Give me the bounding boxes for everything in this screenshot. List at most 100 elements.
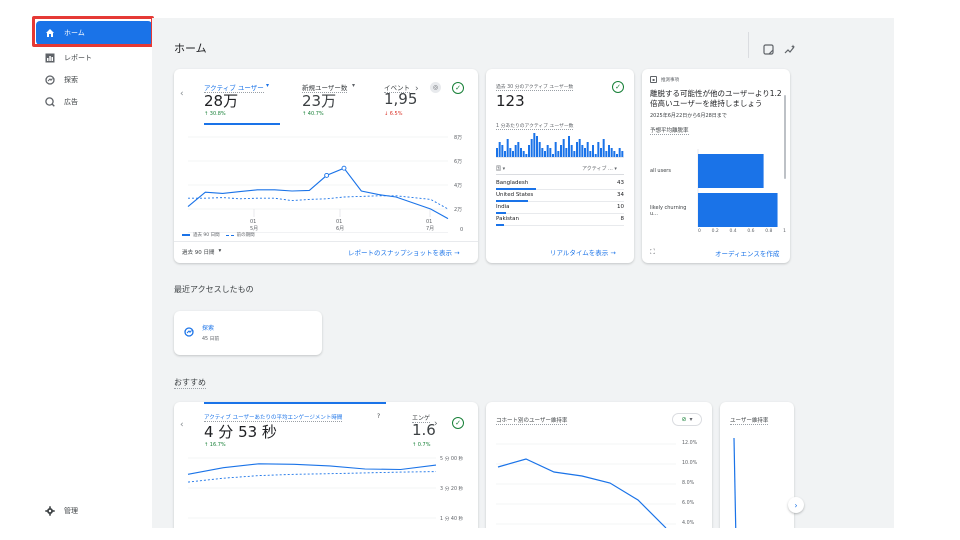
data-point[interactable] bbox=[341, 165, 347, 171]
minute-bar[interactable] bbox=[552, 154, 554, 157]
minute-bar[interactable] bbox=[546, 145, 549, 157]
sidebar-item-label: ホーム bbox=[64, 29, 85, 37]
help-icon[interactable]: ? bbox=[377, 413, 381, 420]
y-tick: 5 分 00 秒 bbox=[440, 457, 464, 462]
chevron-right-icon[interactable]: › bbox=[415, 84, 419, 94]
check-icon[interactable]: ✓ bbox=[452, 82, 464, 94]
overview-card: ‹ アクティブ ユーザー ▾ 28万 ↑ 30.8% 新規ユーザー数 ▾ 23万… bbox=[174, 69, 478, 263]
date-range-dropdown[interactable]: 過去 90 日間 ▾ bbox=[182, 248, 221, 256]
minute-bar[interactable] bbox=[501, 145, 504, 157]
minute-bar[interactable] bbox=[496, 148, 498, 157]
dropdown-arrow-icon: ▾ bbox=[266, 82, 270, 89]
minute-bar[interactable] bbox=[506, 139, 509, 157]
column-header-country[interactable]: 国 ▾ bbox=[496, 166, 506, 172]
minute-bar[interactable] bbox=[608, 145, 610, 157]
sidebar-item-reports[interactable]: レポート bbox=[36, 46, 152, 70]
minute-bar[interactable] bbox=[509, 148, 512, 157]
anomaly-icon[interactable]: ◎ bbox=[430, 82, 441, 93]
minute-bar[interactable] bbox=[525, 154, 528, 157]
minute-bar[interactable] bbox=[512, 151, 514, 157]
minute-bar[interactable] bbox=[549, 148, 552, 157]
minute-bar[interactable] bbox=[586, 142, 589, 157]
minute-bar[interactable] bbox=[541, 148, 544, 157]
minute-bar[interactable] bbox=[554, 142, 557, 157]
minute-bar[interactable] bbox=[522, 151, 525, 157]
minute-bar[interactable] bbox=[581, 145, 584, 157]
carousel-next-button[interactable]: › bbox=[788, 497, 804, 513]
status-dropdown[interactable]: ⊘ ▾ bbox=[672, 413, 702, 426]
minute-bar[interactable] bbox=[498, 142, 501, 157]
minute-bar[interactable] bbox=[578, 139, 581, 157]
minute-bar[interactable] bbox=[533, 133, 536, 157]
chevron-left-icon[interactable]: ‹ bbox=[180, 89, 184, 99]
minute-bar[interactable] bbox=[517, 142, 520, 157]
data-point[interactable] bbox=[324, 172, 330, 178]
x-tick-day: 01 bbox=[426, 219, 433, 225]
minute-bar[interactable] bbox=[560, 145, 562, 157]
chevron-left-icon[interactable]: ‹ bbox=[180, 420, 184, 430]
minute-bar[interactable] bbox=[557, 151, 560, 157]
fullscreen-icon[interactable]: ⛶ bbox=[650, 248, 655, 256]
minute-bar[interactable] bbox=[544, 151, 546, 157]
minute-bar[interactable] bbox=[600, 148, 602, 157]
minute-bar[interactable] bbox=[610, 148, 613, 157]
churn-bar[interactable] bbox=[698, 154, 764, 188]
sidebar-item-advertising[interactable]: 広告 bbox=[36, 90, 152, 114]
churn-bar[interactable] bbox=[698, 193, 778, 227]
check-icon[interactable]: ✓ bbox=[452, 417, 464, 429]
minute-bar[interactable] bbox=[538, 142, 541, 157]
create-audience-link[interactable]: オーディエンスを作成 bbox=[715, 250, 780, 258]
table-row[interactable]: Pakistan 8 bbox=[496, 213, 624, 226]
minute-bar[interactable] bbox=[618, 148, 621, 157]
cohort-series-line bbox=[497, 458, 667, 528]
view-snapshot-link[interactable]: レポートのスナップショットを表示 → bbox=[348, 247, 460, 257]
overview-line-chart bbox=[187, 136, 449, 233]
customize-icon[interactable] bbox=[763, 40, 774, 59]
minute-bar[interactable] bbox=[597, 142, 600, 157]
minute-bar[interactable] bbox=[570, 145, 573, 157]
minute-bar[interactable] bbox=[584, 148, 586, 157]
sidebar-item-explore[interactable]: 探索 bbox=[36, 68, 152, 92]
minute-bar[interactable] bbox=[613, 151, 616, 157]
minute-bar[interactable] bbox=[576, 142, 578, 157]
minute-bar[interactable] bbox=[605, 151, 608, 157]
minute-bar[interactable] bbox=[520, 148, 522, 157]
insights-icon[interactable] bbox=[784, 40, 796, 59]
recent-item-card[interactable]: 探索 45 日前 bbox=[174, 311, 322, 355]
insight-headline: 離脱する可能性が他のユーザーより1.2倍高いユーザーを維持しましょう bbox=[650, 89, 782, 108]
minute-bar[interactable] bbox=[514, 145, 517, 157]
minute-bar[interactable] bbox=[504, 151, 506, 157]
dropdown-arrow-icon: ▾ bbox=[352, 82, 356, 89]
minute-bar[interactable] bbox=[573, 151, 576, 157]
churn-bar-chart bbox=[697, 149, 778, 227]
minute-bar[interactable] bbox=[565, 148, 568, 157]
minute-bar[interactable] bbox=[536, 136, 538, 157]
recommended-section-title: おすすめ bbox=[174, 378, 206, 389]
check-icon[interactable]: ✓ bbox=[612, 81, 624, 93]
row-share-bar bbox=[496, 224, 504, 226]
x-tick: 0 bbox=[698, 229, 701, 234]
minute-bar[interactable] bbox=[602, 139, 605, 157]
column-header-users[interactable]: アクティブ ... ▾ bbox=[582, 166, 617, 172]
scrollbar[interactable] bbox=[784, 95, 786, 179]
minute-bar[interactable] bbox=[528, 145, 530, 157]
y-tick: 2万 bbox=[454, 207, 463, 213]
sidebar-item-home[interactable]: ホーム bbox=[36, 21, 152, 45]
table-row[interactable]: India 10 bbox=[496, 201, 624, 214]
minute-bar[interactable] bbox=[592, 145, 594, 157]
minute-bar[interactable] bbox=[621, 151, 624, 157]
minute-bar[interactable] bbox=[616, 154, 618, 157]
minute-bar[interactable] bbox=[562, 139, 565, 157]
minute-bar[interactable] bbox=[589, 151, 592, 157]
table-row[interactable]: United States 34 bbox=[496, 189, 624, 202]
chevron-right-icon[interactable]: › bbox=[434, 419, 438, 429]
table-row[interactable]: Bangladesh 43 bbox=[496, 177, 624, 190]
per-minute-label: 1 分あたりのアクティブ ユーザー数 bbox=[496, 124, 574, 130]
minute-bar[interactable] bbox=[530, 139, 533, 157]
row-share-bar bbox=[496, 200, 528, 202]
sidebar-item-admin[interactable]: 管理 bbox=[36, 499, 152, 523]
bar-chart-baseline bbox=[496, 157, 624, 158]
minute-bar[interactable] bbox=[568, 136, 570, 157]
minute-bar[interactable] bbox=[594, 154, 597, 157]
view-realtime-link[interactable]: リアルタイムを表示 → bbox=[550, 247, 616, 257]
